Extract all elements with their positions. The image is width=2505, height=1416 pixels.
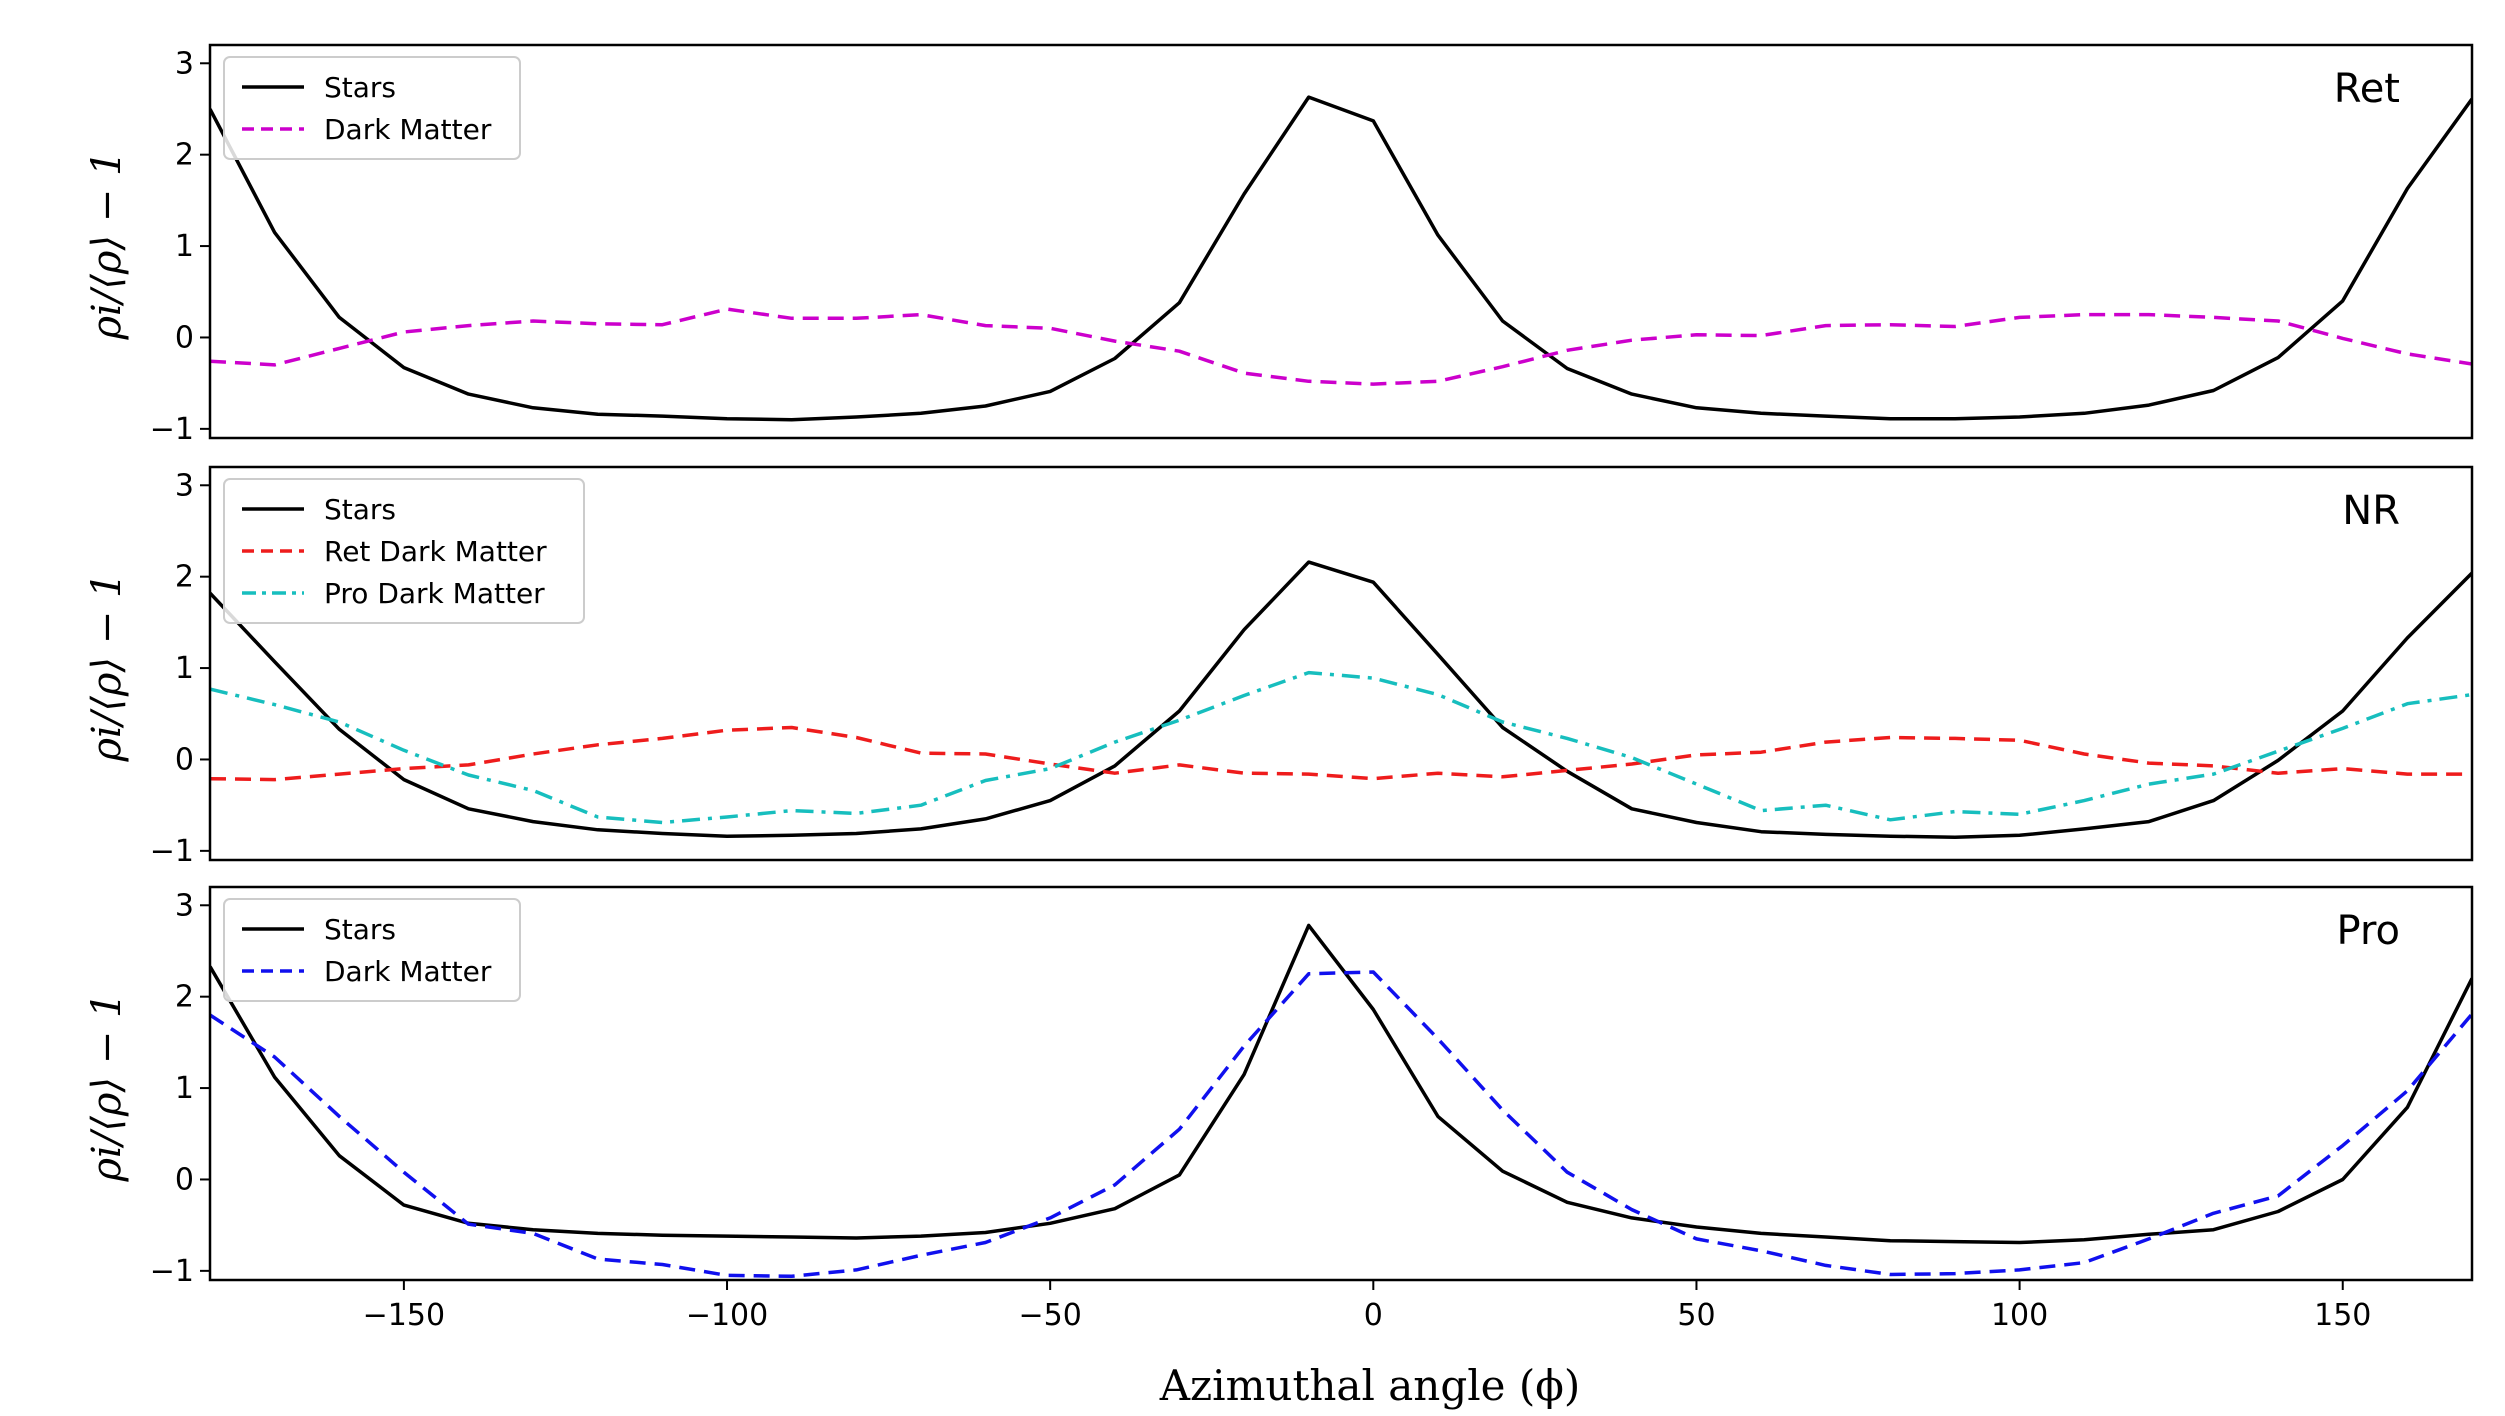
x-tick-label: 100 bbox=[1991, 1298, 2048, 1333]
x-tick-label: 0 bbox=[1364, 1298, 1383, 1333]
y-tick-label: 1 bbox=[175, 229, 194, 264]
legend-entry-label: Stars bbox=[324, 913, 396, 946]
axes-frame bbox=[208, 885, 2474, 1282]
axes-frame bbox=[208, 465, 2474, 862]
legend-entry-label: Dark Matter bbox=[324, 113, 492, 146]
panel-label-nr: NR bbox=[2342, 488, 2400, 534]
series-line-dark-matter bbox=[210, 307, 2472, 386]
x-tick-label: 150 bbox=[2314, 1298, 2371, 1333]
y-tick-label: 0 bbox=[175, 1162, 194, 1197]
series-line-stars bbox=[210, 923, 2472, 1245]
x-tick-label: 50 bbox=[1677, 1298, 1715, 1333]
y-tick-label: −1 bbox=[150, 412, 194, 447]
legend: Stars Dark Matter bbox=[223, 56, 521, 160]
y-tick-label: 3 bbox=[175, 468, 194, 503]
y-axis-label: ρi/⟨ρ⟩ − 1 bbox=[84, 151, 130, 341]
y-tick-label: 2 bbox=[175, 138, 194, 173]
panel-label-ret: Ret bbox=[2334, 66, 2400, 112]
y-tick-label: 2 bbox=[175, 560, 194, 595]
panel-pro: −1 0 1 2 3 −150 −100 −50 0 50 100 150 ρi/⟨ρ⟩ − 1 P… bbox=[84, 885, 2474, 1333]
panel-nr: −1 0 1 2 3 ρi/⟨ρ⟩ − 1 NR Stars Ret Dark Matte… bbox=[84, 465, 2474, 869]
y-tick-label: 1 bbox=[175, 651, 194, 686]
series-line-stars bbox=[210, 560, 2472, 839]
legend-box bbox=[223, 898, 521, 1002]
x-tick-label: −100 bbox=[686, 1298, 768, 1333]
legend-entry-label: Stars bbox=[324, 71, 396, 104]
legend-box bbox=[223, 56, 521, 160]
y-tick-label: −1 bbox=[150, 834, 194, 869]
series-line-pro-dark-matter bbox=[210, 670, 2472, 825]
panel-ret: −1 0 1 2 3 ρi/⟨ρ⟩ − 1 Ret Stars Dark Matter bbox=[84, 43, 2474, 447]
x-tick-label: −150 bbox=[363, 1298, 445, 1333]
legend-entry-label: Pro Dark Matter bbox=[324, 577, 545, 610]
y-axis-label: ρi/⟨ρ⟩ − 1 bbox=[84, 993, 130, 1183]
y-tick-label: −1 bbox=[150, 1254, 194, 1289]
series-line-stars bbox=[210, 95, 2472, 422]
y-tick-label: 0 bbox=[175, 742, 194, 777]
panel-label-pro: Pro bbox=[2337, 908, 2400, 954]
legend-entry-label: Ret Dark Matter bbox=[324, 535, 547, 568]
y-tick-label: 2 bbox=[175, 980, 194, 1015]
y-axis-label: ρi/⟨ρ⟩ − 1 bbox=[84, 573, 130, 763]
legend-box bbox=[223, 478, 585, 624]
legend: Stars Dark Matter bbox=[223, 898, 521, 1002]
y-tick-label: 1 bbox=[175, 1071, 194, 1106]
legend: Stars Ret Dark Matter Pro Dark Matter bbox=[223, 478, 585, 624]
y-tick-label: 3 bbox=[175, 46, 194, 81]
x-axis-label: Azimuthal angle (ϕ) bbox=[1159, 1361, 1581, 1410]
legend-entry-label: Stars bbox=[324, 493, 396, 526]
legend-entry-label: Dark Matter bbox=[324, 955, 492, 988]
y-tick-label: 3 bbox=[175, 888, 194, 923]
series-line-ret-dark-matter bbox=[210, 725, 2472, 782]
series-line-dark-matter bbox=[210, 970, 2472, 1279]
axes-frame bbox=[208, 43, 2474, 440]
x-tick-label: −50 bbox=[1019, 1298, 1082, 1333]
y-tick-label: 0 bbox=[175, 320, 194, 355]
